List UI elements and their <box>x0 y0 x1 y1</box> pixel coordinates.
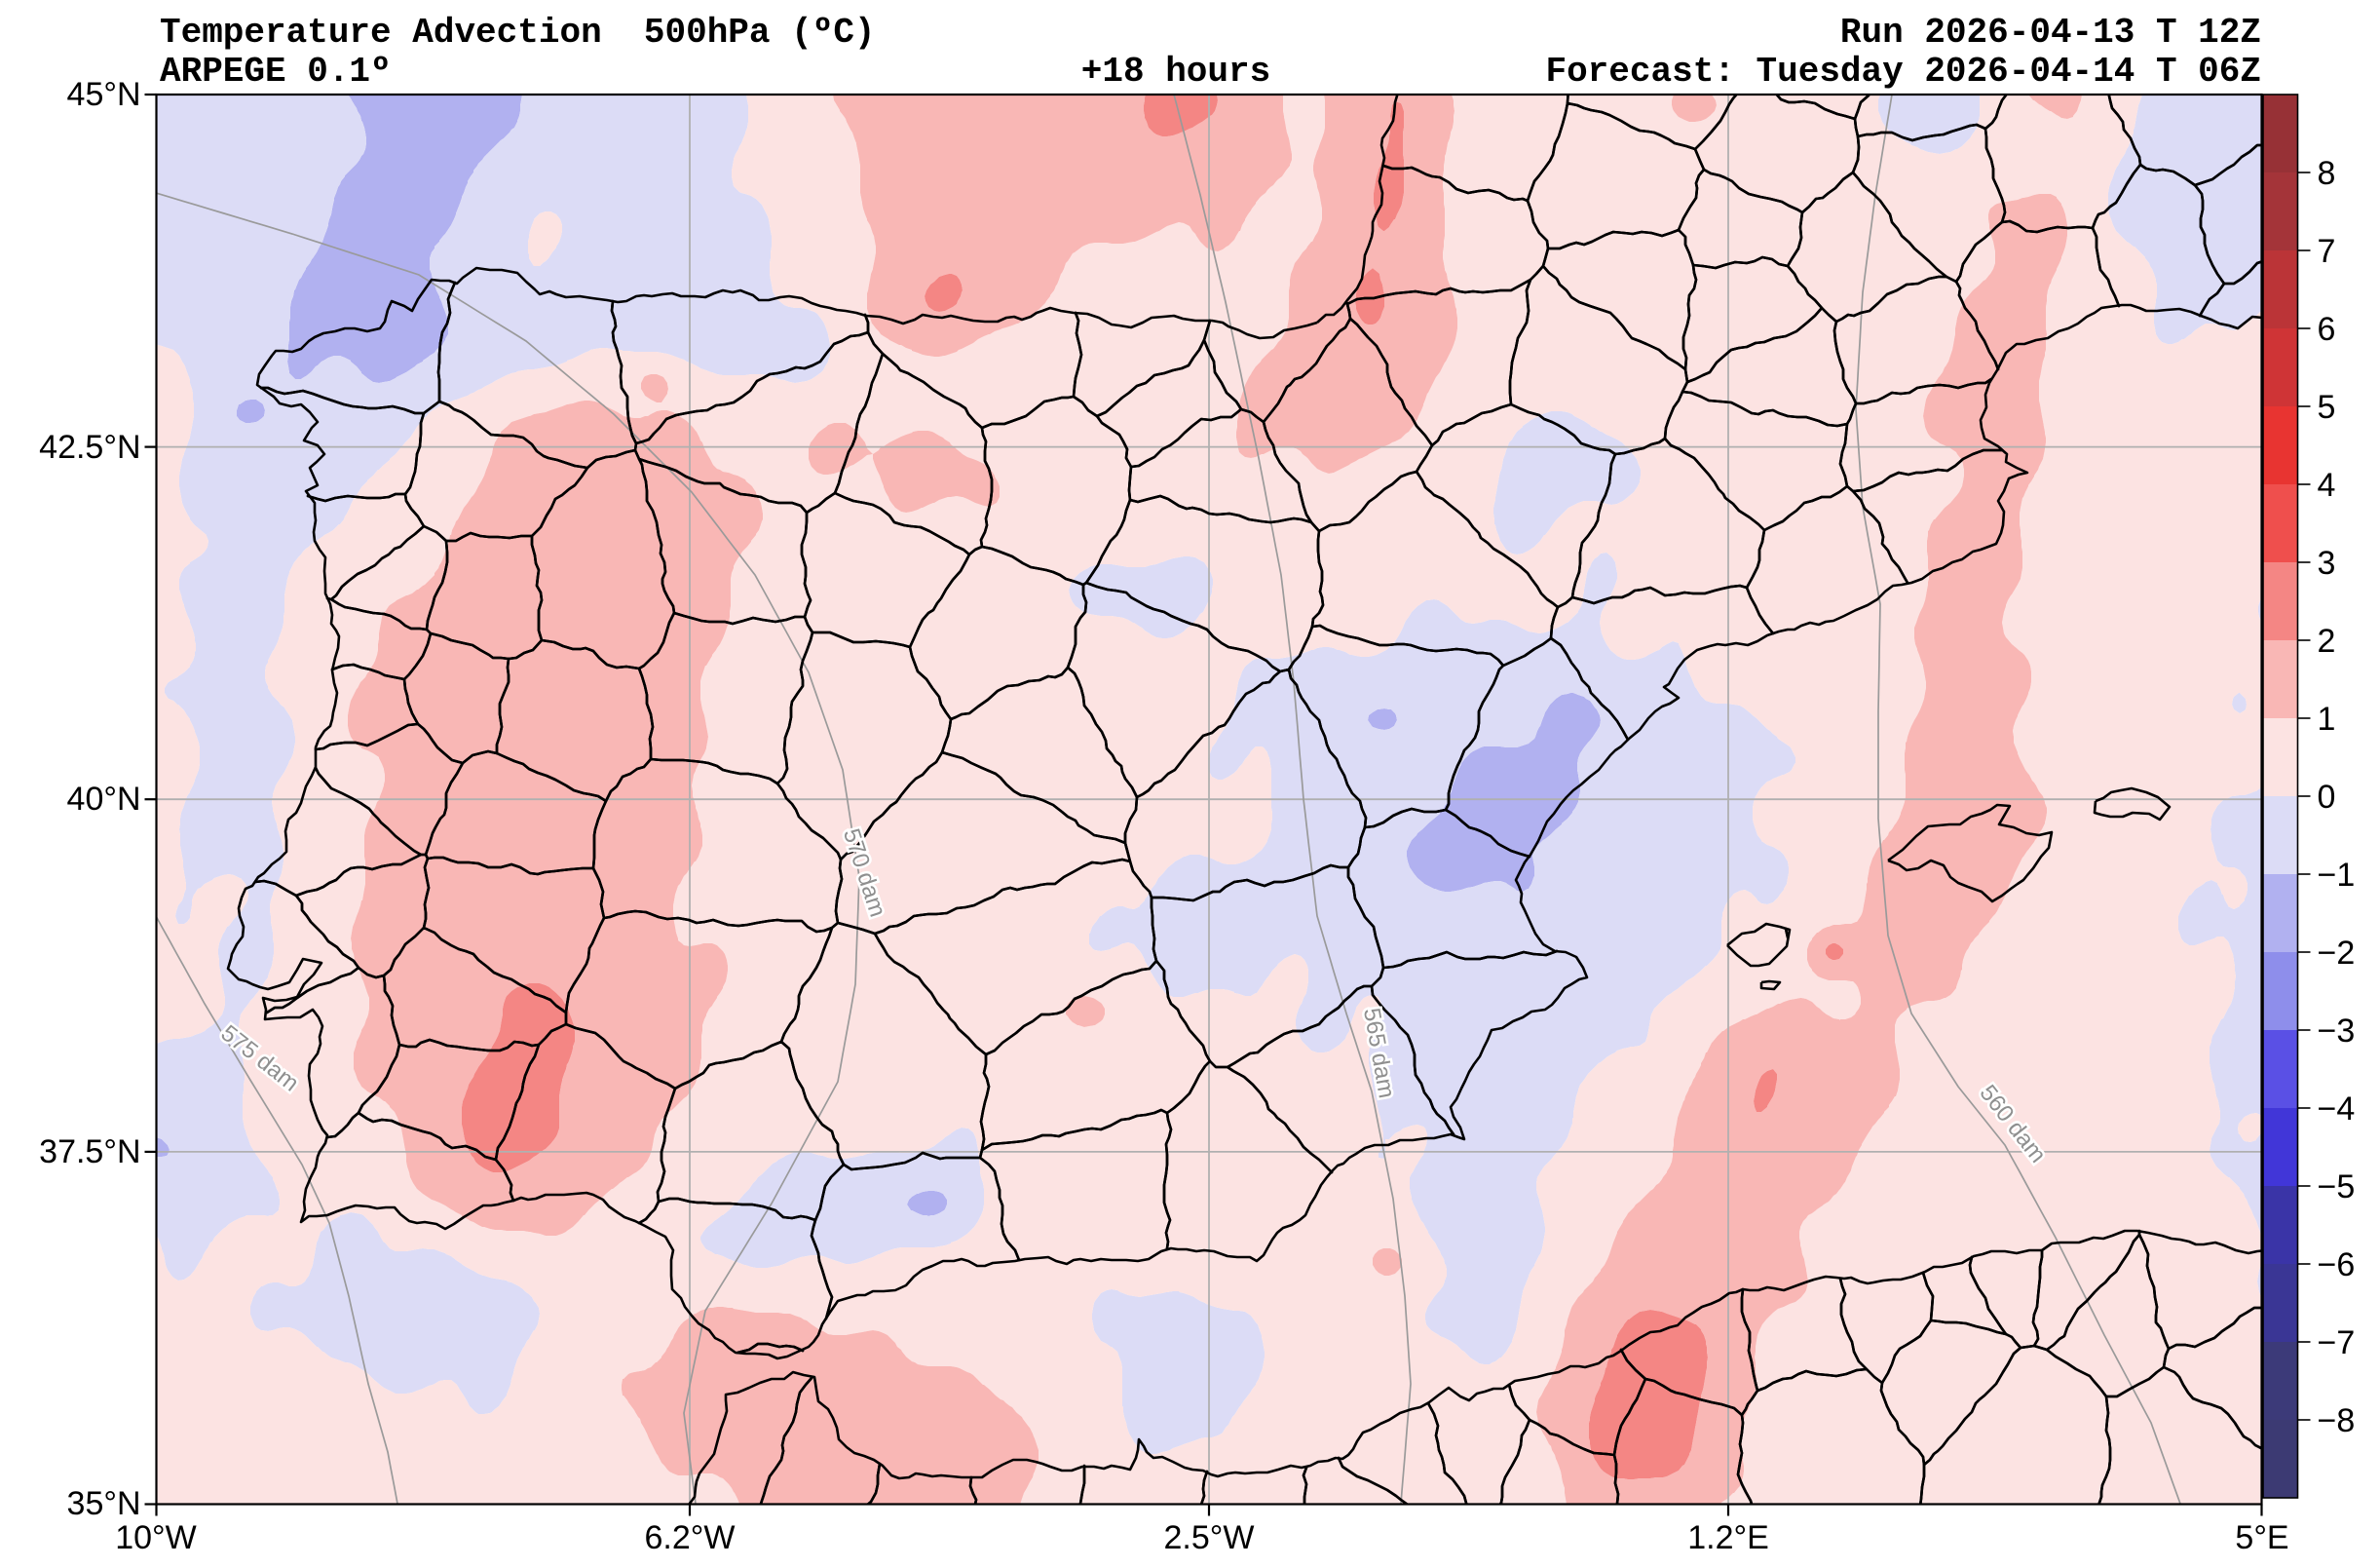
svg-text:−4: −4 <box>2318 1090 2356 1128</box>
svg-text:−7: −7 <box>2318 1324 2356 1361</box>
svg-text:−5: −5 <box>2318 1168 2356 1205</box>
svg-text:1: 1 <box>2318 701 2336 738</box>
svg-text:Run 2026-04-13 T 12Z: Run 2026-04-13 T 12Z <box>1840 13 2261 53</box>
svg-text:45°N: 45°N <box>67 76 141 113</box>
svg-text:37.5°N: 37.5°N <box>39 1133 140 1170</box>
svg-text:2.5°W: 2.5°W <box>1164 1519 1255 1556</box>
svg-text:3: 3 <box>2318 545 2336 582</box>
svg-text:2: 2 <box>2318 623 2336 660</box>
svg-text:8: 8 <box>2318 155 2336 192</box>
svg-text:42.5°N: 42.5°N <box>39 429 140 466</box>
svg-text:−6: −6 <box>2318 1246 2356 1283</box>
svg-text:7: 7 <box>2318 233 2336 270</box>
svg-text:−1: −1 <box>2318 857 2356 894</box>
svg-text:ARPEGE 0.1º: ARPEGE 0.1º <box>160 52 392 92</box>
svg-text:Forecast: Tuesday 2026-04-14 T: Forecast: Tuesday 2026-04-14 T 06Z <box>1545 52 2261 92</box>
svg-text:6: 6 <box>2318 311 2336 348</box>
svg-text:40°N: 40°N <box>67 781 141 818</box>
svg-text:−3: −3 <box>2318 1013 2356 1050</box>
svg-text:1.2°E: 1.2°E <box>1687 1519 1769 1556</box>
svg-text:10°W: 10°W <box>115 1519 197 1556</box>
svg-text:5: 5 <box>2318 389 2336 426</box>
svg-text:−8: −8 <box>2318 1402 2356 1439</box>
svg-text:−2: −2 <box>2318 935 2356 972</box>
svg-text:6.2°W: 6.2°W <box>645 1519 736 1556</box>
svg-text:Temperature Advection 500hPa: Temperature Advection 500hPa (ºC) <box>160 13 876 53</box>
svg-text:5°E: 5°E <box>2235 1519 2288 1556</box>
svg-text:35°N: 35°N <box>67 1485 141 1522</box>
svg-text:0: 0 <box>2318 779 2336 816</box>
svg-text:4: 4 <box>2318 467 2336 504</box>
svg-text:+18 hours: +18 hours <box>1081 52 1270 92</box>
